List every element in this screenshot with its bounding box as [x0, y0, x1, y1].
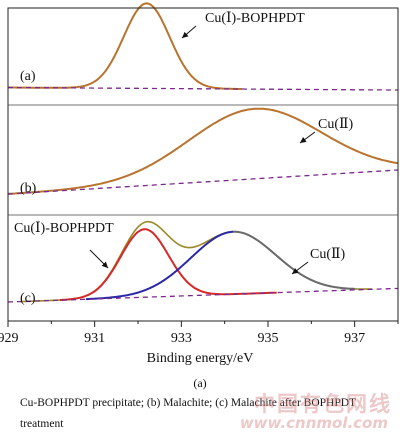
x-tick-label-931: 931 [84, 331, 105, 346]
figure-caption: Cu-BOPHPDT precipitate; (b) Malachite; (… [20, 397, 356, 430]
series-c-cu-satellite-3 [233, 230, 355, 290]
panel-label-b: (b) [20, 181, 37, 196]
x-tick-label-933: 933 [171, 331, 192, 346]
panel-label-a: (a) [20, 69, 36, 84]
x-tick-label-937: 937 [344, 331, 365, 346]
annotation-c-0: Cu(Ⅰ)-BOPHPDT [14, 221, 114, 236]
annotation-arrowhead-c-0 [101, 261, 108, 268]
series-c-cu--2 [86, 230, 234, 301]
plot-frame [7, 7, 399, 322]
watermark-url: www.cnnmol.com [239, 414, 388, 432]
annotations: (a) Cu(Ⅰ)-BOPHPDT (b) Cu(Ⅱ) (c) Cu(Ⅰ)-BOPHPDT… [14, 11, 354, 306]
xps-chart: 929 931 933 935 937 Binding energy/eV (a) Cu(… [0, 2, 399, 366]
panel-label-c: (c) [20, 291, 36, 306]
x-axis-title: Binding energy/eV [147, 351, 254, 366]
annotation-c-1: Cu(Ⅱ) [310, 247, 346, 262]
series-c-baseline-4 [7, 287, 399, 303]
x-axis: 929 931 933 935 937 [0, 321, 399, 346]
figure-sub-label: (a) [193, 376, 207, 390]
annotation-arrowhead-c-1 [292, 268, 299, 274]
annotation-arrowhead-a-0 [182, 31, 189, 38]
annotation-arrowhead-b-0 [300, 137, 307, 143]
series-a-baseline-1 [8, 86, 398, 91]
series-b-fit-0 [7, 107, 399, 195]
plot-area [7, 2, 399, 303]
series-c-cu-bophpdt-1 [59, 228, 277, 302]
site-watermark: 中国有色网线 www.cnnmol.com [230, 388, 400, 438]
watermark-cn: 中国有色网线 [254, 392, 392, 416]
x-tick-label-935: 935 [258, 331, 279, 346]
annotation-a-0: Cu(Ⅰ)-BOPHPDT [205, 11, 305, 26]
annotation-b-0: Cu(Ⅱ) [318, 117, 354, 132]
x-tick-label-929: 929 [0, 331, 19, 346]
series-b-baseline-1 [7, 169, 399, 195]
